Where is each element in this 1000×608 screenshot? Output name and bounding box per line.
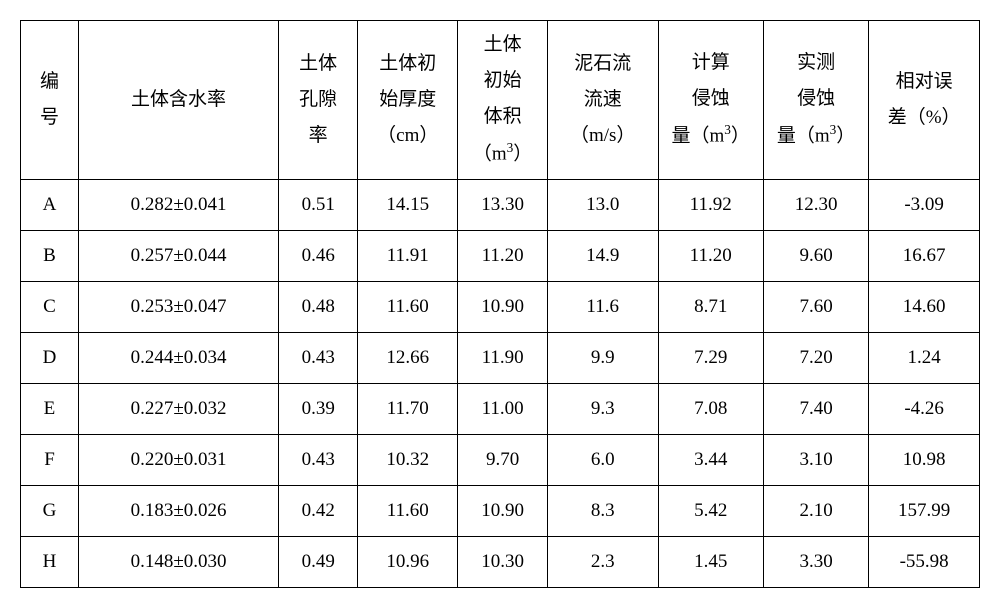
header-water-content: 土体含水率 xyxy=(78,21,278,180)
cell-velocity: 2.3 xyxy=(547,536,658,587)
cell-meas_erosion: 2.10 xyxy=(763,485,868,536)
header-calc-erosion: 计算侵蚀量（m3） xyxy=(658,21,763,180)
cell-meas_erosion: 7.20 xyxy=(763,332,868,383)
cell-meas_erosion: 3.10 xyxy=(763,434,868,485)
cell-meas_erosion: 7.60 xyxy=(763,281,868,332)
cell-velocity: 11.6 xyxy=(547,281,658,332)
cell-water_content: 0.220±0.031 xyxy=(78,434,278,485)
cell-meas_erosion: 7.40 xyxy=(763,383,868,434)
cell-porosity: 0.51 xyxy=(279,179,358,230)
table-body: A0.282±0.0410.5114.1513.3013.011.9212.30… xyxy=(21,179,980,587)
cell-volume: 10.30 xyxy=(458,536,548,587)
cell-calc_erosion: 5.42 xyxy=(658,485,763,536)
table-row: C0.253±0.0470.4811.6010.9011.68.717.6014… xyxy=(21,281,980,332)
cell-velocity: 9.9 xyxy=(547,332,658,383)
cell-rel_error: 16.67 xyxy=(869,230,980,281)
cell-volume: 13.30 xyxy=(458,179,548,230)
table-row: H0.148±0.0300.4910.9610.302.31.453.30-55… xyxy=(21,536,980,587)
header-velocity: 泥石流流速（m/s） xyxy=(547,21,658,180)
cell-rel_error: -4.26 xyxy=(869,383,980,434)
cell-calc_erosion: 8.71 xyxy=(658,281,763,332)
cell-velocity: 14.9 xyxy=(547,230,658,281)
cell-porosity: 0.46 xyxy=(279,230,358,281)
table-head: 编号 土体含水率 土体孔隙率 土体初始厚度（cm） 土体初始体积（m3） 泥石流… xyxy=(21,21,980,180)
cell-id: E xyxy=(21,383,79,434)
cell-meas_erosion: 9.60 xyxy=(763,230,868,281)
table-row: E0.227±0.0320.3911.7011.009.37.087.40-4.… xyxy=(21,383,980,434)
header-id: 编号 xyxy=(21,21,79,180)
cell-porosity: 0.49 xyxy=(279,536,358,587)
cell-id: H xyxy=(21,536,79,587)
cell-porosity: 0.43 xyxy=(279,332,358,383)
cell-meas_erosion: 12.30 xyxy=(763,179,868,230)
table-row: F0.220±0.0310.4310.329.706.03.443.1010.9… xyxy=(21,434,980,485)
cell-volume: 11.00 xyxy=(458,383,548,434)
cell-rel_error: 14.60 xyxy=(869,281,980,332)
cell-velocity: 8.3 xyxy=(547,485,658,536)
cell-rel_error: -3.09 xyxy=(869,179,980,230)
cell-id: G xyxy=(21,485,79,536)
cell-water_content: 0.282±0.041 xyxy=(78,179,278,230)
cell-porosity: 0.48 xyxy=(279,281,358,332)
cell-volume: 9.70 xyxy=(458,434,548,485)
cell-thickness: 12.66 xyxy=(358,332,458,383)
cell-rel_error: -55.98 xyxy=(869,536,980,587)
cell-thickness: 14.15 xyxy=(358,179,458,230)
cell-velocity: 6.0 xyxy=(547,434,658,485)
cell-velocity: 13.0 xyxy=(547,179,658,230)
cell-calc_erosion: 11.92 xyxy=(658,179,763,230)
header-thickness: 土体初始厚度（cm） xyxy=(358,21,458,180)
cell-thickness: 10.32 xyxy=(358,434,458,485)
cell-calc_erosion: 3.44 xyxy=(658,434,763,485)
cell-volume: 11.20 xyxy=(458,230,548,281)
cell-id: B xyxy=(21,230,79,281)
table-row: G0.183±0.0260.4211.6010.908.35.422.10157… xyxy=(21,485,980,536)
cell-porosity: 0.43 xyxy=(279,434,358,485)
table-row: D0.244±0.0340.4312.6611.909.97.297.201.2… xyxy=(21,332,980,383)
header-row: 编号 土体含水率 土体孔隙率 土体初始厚度（cm） 土体初始体积（m3） 泥石流… xyxy=(21,21,980,180)
table-row: A0.282±0.0410.5114.1513.3013.011.9212.30… xyxy=(21,179,980,230)
cell-id: F xyxy=(21,434,79,485)
header-porosity: 土体孔隙率 xyxy=(279,21,358,180)
cell-volume: 10.90 xyxy=(458,485,548,536)
cell-meas_erosion: 3.30 xyxy=(763,536,868,587)
cell-calc_erosion: 11.20 xyxy=(658,230,763,281)
cell-calc_erosion: 7.08 xyxy=(658,383,763,434)
cell-thickness: 10.96 xyxy=(358,536,458,587)
cell-id: D xyxy=(21,332,79,383)
table-row: B0.257±0.0440.4611.9111.2014.911.209.601… xyxy=(21,230,980,281)
cell-volume: 11.90 xyxy=(458,332,548,383)
header-meas-erosion: 实测侵蚀量（m3） xyxy=(763,21,868,180)
header-rel-error: 相对误差（%） xyxy=(869,21,980,180)
cell-volume: 10.90 xyxy=(458,281,548,332)
cell-calc_erosion: 1.45 xyxy=(658,536,763,587)
data-table: 编号 土体含水率 土体孔隙率 土体初始厚度（cm） 土体初始体积（m3） 泥石流… xyxy=(20,20,980,588)
cell-water_content: 0.227±0.032 xyxy=(78,383,278,434)
cell-rel_error: 157.99 xyxy=(869,485,980,536)
cell-water_content: 0.253±0.047 xyxy=(78,281,278,332)
cell-thickness: 11.70 xyxy=(358,383,458,434)
cell-rel_error: 1.24 xyxy=(869,332,980,383)
cell-id: C xyxy=(21,281,79,332)
cell-thickness: 11.60 xyxy=(358,485,458,536)
cell-porosity: 0.42 xyxy=(279,485,358,536)
cell-water_content: 0.257±0.044 xyxy=(78,230,278,281)
cell-water_content: 0.244±0.034 xyxy=(78,332,278,383)
cell-id: A xyxy=(21,179,79,230)
cell-porosity: 0.39 xyxy=(279,383,358,434)
cell-water_content: 0.183±0.026 xyxy=(78,485,278,536)
cell-calc_erosion: 7.29 xyxy=(658,332,763,383)
header-volume: 土体初始体积（m3） xyxy=(458,21,548,180)
cell-water_content: 0.148±0.030 xyxy=(78,536,278,587)
cell-velocity: 9.3 xyxy=(547,383,658,434)
cell-thickness: 11.60 xyxy=(358,281,458,332)
cell-rel_error: 10.98 xyxy=(869,434,980,485)
cell-thickness: 11.91 xyxy=(358,230,458,281)
